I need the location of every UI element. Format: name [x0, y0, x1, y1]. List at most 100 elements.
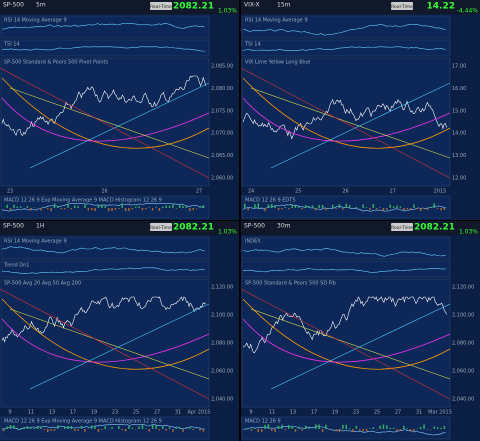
- histogram-bar: [335, 208, 337, 210]
- histogram-bar: [74, 205, 76, 208]
- x-axis-label: 11: [269, 410, 275, 416]
- moving-average: [1, 298, 210, 370]
- indicator-label: MACD 12 26 9 Exp Moving Average 9 MACD H…: [4, 419, 162, 425]
- y-axis-label: 2,100.00: [211, 313, 233, 319]
- realtime-button[interactable]: [391, 223, 413, 231]
- histogram-bar: [36, 426, 39, 429]
- histogram-bar: [53, 429, 56, 431]
- histogram-bar: [264, 424, 266, 429]
- histogram-bar: [277, 208, 280, 211]
- histogram-bar: [118, 425, 120, 429]
- histogram-bar: [118, 208, 120, 209]
- trend-line: [270, 303, 451, 390]
- histogram-bar: [172, 203, 174, 208]
- histogram-bar: [362, 429, 364, 432]
- indicator-line: [1, 23, 205, 30]
- histogram-bar: [185, 428, 188, 429]
- histogram-bar: [148, 429, 150, 432]
- histogram-bar: [57, 206, 59, 208]
- y-axis-label: 2,070.00: [211, 131, 233, 137]
- histogram-bar: [3, 429, 5, 432]
- histogram-bar: [107, 208, 110, 212]
- histogram-bar: [244, 203, 246, 208]
- histogram-bar: [355, 425, 358, 429]
- histogram-bar: [141, 424, 144, 429]
- indicator-line: [1, 296, 206, 343]
- realtime-button[interactable]: [391, 2, 413, 10]
- y-axis-label: 2,040.00: [452, 397, 474, 403]
- histogram-bar: [301, 208, 304, 210]
- histogram-bar: [298, 426, 300, 429]
- y-axis-label: 12.00: [452, 176, 466, 182]
- histogram-bar: [101, 429, 103, 430]
- histogram-bar: [399, 206, 402, 208]
- realtime-button[interactable]: [150, 223, 172, 231]
- histogram-bar: [443, 425, 446, 429]
- indicator-line: [242, 23, 446, 36]
- histogram-bar: [182, 205, 184, 208]
- histogram-bar: [304, 205, 307, 208]
- histogram-bar: [443, 208, 446, 210]
- y-axis-label: 14.00: [452, 131, 466, 137]
- pane: [241, 278, 451, 408]
- change: 1.03%: [218, 229, 237, 236]
- indicator-label: TSI 14: [244, 42, 261, 48]
- histogram-bar: [134, 206, 137, 208]
- histogram-bar: [199, 207, 201, 208]
- histogram-bar: [67, 425, 69, 429]
- interval: 30m: [277, 223, 291, 230]
- histogram-bar: [19, 206, 22, 208]
- y-axis-label: 2,100.00: [452, 313, 474, 319]
- indicator-label: RSI 14 Moving Average 9: [245, 18, 308, 24]
- histogram-bar: [284, 429, 287, 431]
- histogram-bar: [352, 429, 354, 433]
- histogram-bar: [84, 429, 86, 432]
- y-axis-label: 13.00: [452, 153, 466, 159]
- indicator-line: [1, 46, 205, 52]
- histogram-bar: [250, 207, 253, 208]
- histogram-bar: [359, 429, 361, 431]
- histogram-bar: [50, 429, 52, 431]
- histogram-bar: [362, 204, 364, 208]
- histogram-bar: [382, 208, 385, 212]
- x-axis-label: 24: [248, 189, 254, 195]
- moving-average: [1, 77, 210, 149]
- y-axis-label: 17.00: [452, 64, 466, 70]
- histogram-bar: [298, 206, 300, 208]
- histogram-bar: [287, 208, 290, 210]
- histogram-bar: [43, 429, 46, 431]
- histogram-bar: [145, 428, 147, 429]
- histogram-bar: [247, 427, 249, 429]
- y-axis-label: 2,120.00: [452, 285, 474, 291]
- y-axis-label: 2,080.00: [211, 341, 233, 347]
- histogram-bar: [318, 424, 320, 429]
- histogram-bar: [151, 208, 154, 211]
- histogram-bar: [80, 425, 83, 429]
- histogram-bar: [16, 427, 19, 429]
- indicator-label: Trend Dn1: [3, 263, 29, 269]
- histogram-bar: [23, 427, 25, 429]
- histogram-bar: [57, 425, 59, 429]
- histogram-bar: [63, 426, 66, 429]
- histogram-bar: [131, 427, 134, 429]
- realtime-button[interactable]: [150, 2, 172, 10]
- histogram-bar: [375, 208, 378, 210]
- header-bar: [241, 221, 480, 235]
- histogram-bar: [77, 429, 79, 431]
- price: 2082.21: [173, 223, 214, 233]
- histogram-bar: [165, 205, 167, 208]
- indicator-line: [1, 75, 206, 137]
- histogram-bar: [430, 207, 432, 208]
- y-axis-label: 2,080.00: [452, 341, 474, 347]
- x-axis-label: 27: [395, 410, 401, 416]
- x-axis-label: 31: [175, 410, 181, 416]
- histogram-bar: [254, 204, 256, 208]
- histogram-bar: [70, 208, 73, 210]
- y-axis-label: 2,060.00: [452, 369, 474, 375]
- y-axis-label: 2,080.00: [211, 86, 233, 92]
- price: 14.22: [427, 2, 455, 12]
- histogram-bar: [162, 425, 164, 429]
- interval: 1H: [36, 223, 44, 230]
- histogram-bar: [131, 208, 134, 210]
- realtime-label: Real-Time: [391, 4, 413, 10]
